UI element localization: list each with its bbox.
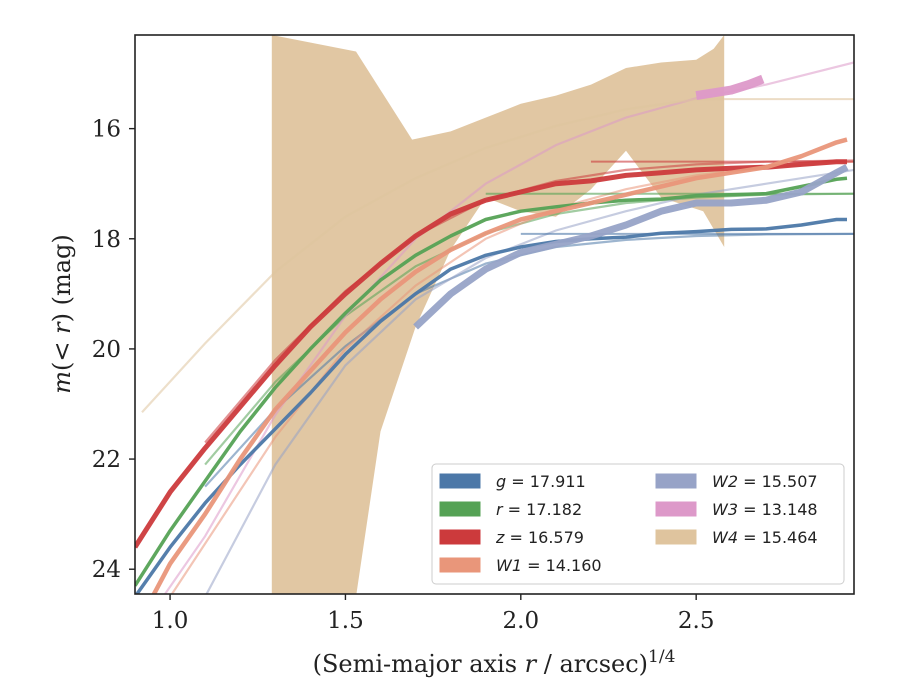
legend-swatch-w4	[655, 529, 697, 545]
x-axis-label: (Semi-major axis r / arcsec)1/4	[313, 647, 676, 678]
legend-label-g: g = 17.911	[496, 472, 586, 491]
legend-swatch-z	[439, 529, 481, 545]
legend-box	[431, 463, 845, 585]
x-tick-label: 2.5	[678, 608, 715, 634]
legend-label-w3: W3 = 13.148	[712, 500, 818, 519]
w4-band	[271, 35, 725, 594]
model-curve-w2	[205, 168, 854, 594]
legend-label-w4: W4 = 15.464	[712, 528, 818, 547]
legend-label-r: r = 17.182	[496, 500, 582, 519]
x-tick-label: 2.0	[503, 608, 540, 634]
model-curve-w4	[141, 98, 725, 414]
legend-swatch-w2	[655, 473, 697, 489]
data-curve-w3	[695, 74, 765, 101]
legend-swatch-g	[439, 473, 481, 489]
legend-swatch-r	[439, 501, 481, 517]
y-tick-label: 18	[92, 227, 121, 253]
plot-area	[135, 35, 854, 594]
plot-frame	[134, 34, 855, 595]
legend-label-z: z = 16.579	[495, 528, 584, 547]
y-axis-label: m(< r) (mag)	[48, 234, 76, 394]
x-tick-label: 1.5	[327, 608, 364, 634]
y-tick-label: 16	[92, 117, 121, 143]
x-axis-ticks: 1.0 1.5 2.0 2.5	[152, 594, 715, 634]
data-curve-w1	[151, 137, 848, 594]
data-curve-w2	[413, 164, 849, 330]
data-curve-g	[135, 217, 847, 594]
legend-swatch-w1	[439, 557, 481, 573]
data-curve-r	[135, 176, 848, 587]
legend-label-w1: W1 = 14.160	[496, 556, 602, 575]
x-tick-label: 1.0	[152, 608, 189, 634]
y-tick-label: 20	[92, 337, 121, 363]
legend: g = 17.911 r = 17.182 z = 16.579 W1 = 14.16…	[431, 463, 845, 585]
y-axis-ticks: 16 18 20 22 24	[92, 117, 135, 583]
y-tick-label: 24	[92, 557, 121, 583]
legend-label-w2: W2 = 15.507	[712, 472, 818, 491]
legend-swatch-w3	[655, 501, 697, 517]
y-tick-label: 22	[92, 447, 121, 473]
